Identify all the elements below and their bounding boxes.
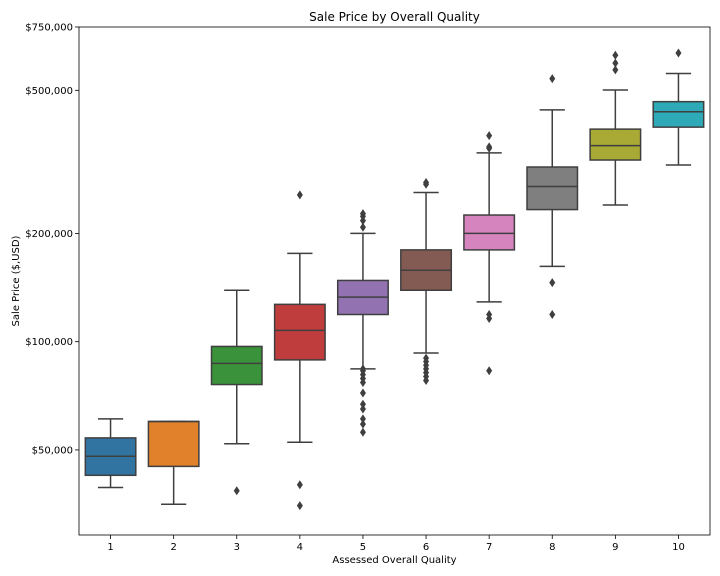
box-iqr bbox=[652, 100, 705, 128]
x-axis-label: Assessed Overall Quality bbox=[332, 555, 456, 566]
y-tick-label: $200,000 bbox=[25, 229, 73, 240]
outlier-marker bbox=[359, 216, 366, 226]
x-tick-label: 1 bbox=[107, 542, 113, 553]
x-tick-label: 5 bbox=[360, 542, 366, 553]
plot-area: $50,000 $100,000 $200,000 $500,000 $750,000 1… bbox=[25, 23, 711, 553]
outlier-marker bbox=[486, 313, 493, 323]
outlier-marker bbox=[359, 222, 366, 232]
x-tick-label: 6 bbox=[423, 542, 429, 553]
outlier-marker bbox=[359, 388, 366, 398]
x-tick-label: 10 bbox=[672, 542, 685, 553]
outlier-marker bbox=[423, 179, 430, 189]
y-tick-label: $100,000 bbox=[25, 337, 73, 348]
outlier-marker bbox=[549, 74, 556, 84]
outlier-marker bbox=[675, 48, 682, 58]
outlier-marker bbox=[612, 65, 619, 75]
y-tick-label: $750,000 bbox=[25, 23, 73, 34]
x-tick-label: 4 bbox=[297, 542, 303, 553]
y-tick-label: $500,000 bbox=[25, 86, 73, 97]
x-tick-label: 7 bbox=[486, 542, 492, 553]
outlier-marker bbox=[612, 58, 619, 68]
box-iqr bbox=[589, 128, 642, 161]
box-iqr bbox=[147, 420, 200, 468]
plot-frame bbox=[78, 26, 711, 536]
outlier-marker bbox=[612, 50, 619, 60]
outlier-marker bbox=[549, 278, 556, 288]
outlier-marker bbox=[549, 310, 556, 320]
outlier-marker bbox=[486, 131, 493, 141]
x-tick-label: 2 bbox=[170, 542, 176, 553]
x-tick-label: 9 bbox=[612, 542, 618, 553]
outlier-marker bbox=[359, 377, 366, 387]
x-tick-label: 3 bbox=[234, 542, 240, 553]
outlier-marker bbox=[296, 501, 303, 511]
outlier-marker bbox=[359, 399, 366, 409]
box-iqr bbox=[210, 345, 263, 386]
box-iqr bbox=[526, 166, 579, 211]
outlier-marker bbox=[423, 375, 430, 385]
outlier-marker bbox=[296, 480, 303, 490]
box-iqr bbox=[273, 303, 326, 361]
outlier-marker bbox=[296, 190, 303, 200]
outlier-marker bbox=[486, 366, 493, 376]
box-iqr bbox=[463, 214, 516, 251]
x-tick-label: 8 bbox=[549, 542, 555, 553]
outlier-marker bbox=[359, 414, 366, 424]
y-tick-label: $50,000 bbox=[32, 445, 73, 456]
outlier-marker bbox=[233, 486, 240, 496]
outlier-marker bbox=[359, 427, 366, 437]
chart-title: Sale Price by Overall Quality bbox=[309, 10, 480, 24]
outlier-marker bbox=[486, 143, 493, 153]
y-axis-label: Sale Price ($,USD) bbox=[11, 235, 22, 326]
outlier-marker bbox=[359, 404, 366, 414]
outlier-marker bbox=[359, 419, 366, 429]
